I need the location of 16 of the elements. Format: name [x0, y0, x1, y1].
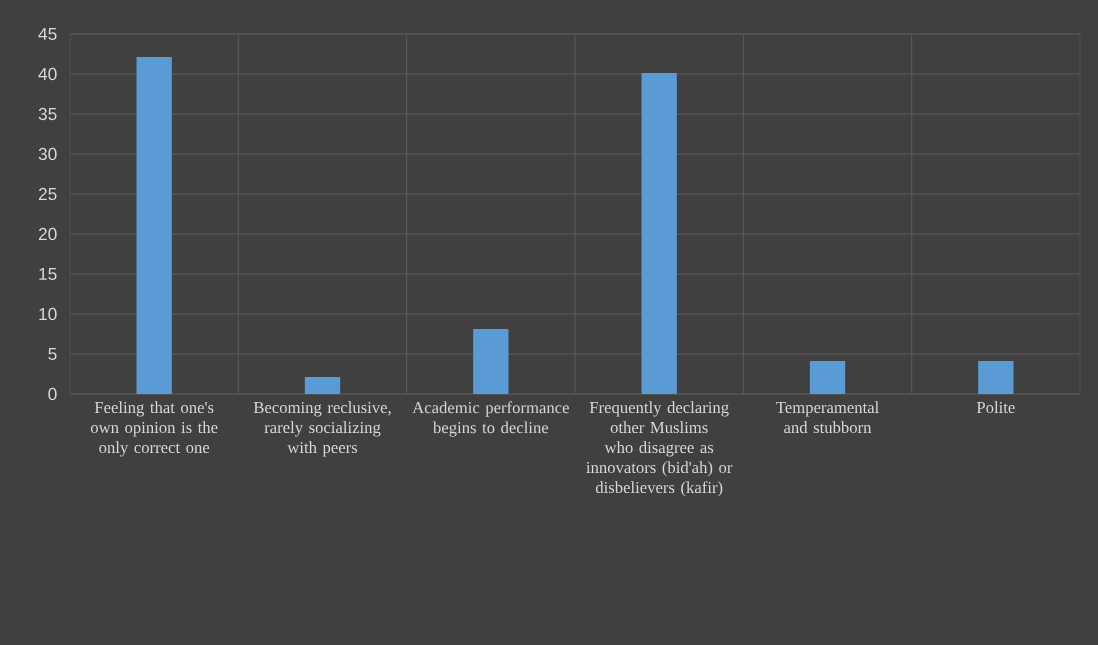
y-tick-label: 0 [48, 387, 57, 401]
y-tick-label: 20 [38, 227, 57, 241]
y-tick-label: 45 [38, 27, 57, 41]
x-tick-label: Frequently declaring other Muslims who disagree as innovators (bid'ah) or disbelievers (kafir) [586, 401, 733, 497]
x-tick-label: Feeling that one's own opinion is the only correct one [90, 401, 218, 457]
x-tick-label: Polite [976, 401, 1015, 414]
y-tick-label: 15 [39, 267, 57, 281]
y-tick-label: 10 [39, 307, 57, 321]
y-tick-label: 35 [38, 107, 57, 121]
y-tick-label: 25 [38, 187, 57, 201]
x-tick-label: Temperamental and stubborn [776, 401, 879, 434]
y-tick-label: 5 [48, 347, 57, 361]
x-tick-label: Academic performance begins to decline [412, 401, 569, 437]
y-tick-label: 30 [38, 147, 57, 161]
x-tick-label: Becoming reclusive, rarely socializing with peers [253, 401, 391, 457]
y-tick-label: 40 [38, 67, 57, 81]
